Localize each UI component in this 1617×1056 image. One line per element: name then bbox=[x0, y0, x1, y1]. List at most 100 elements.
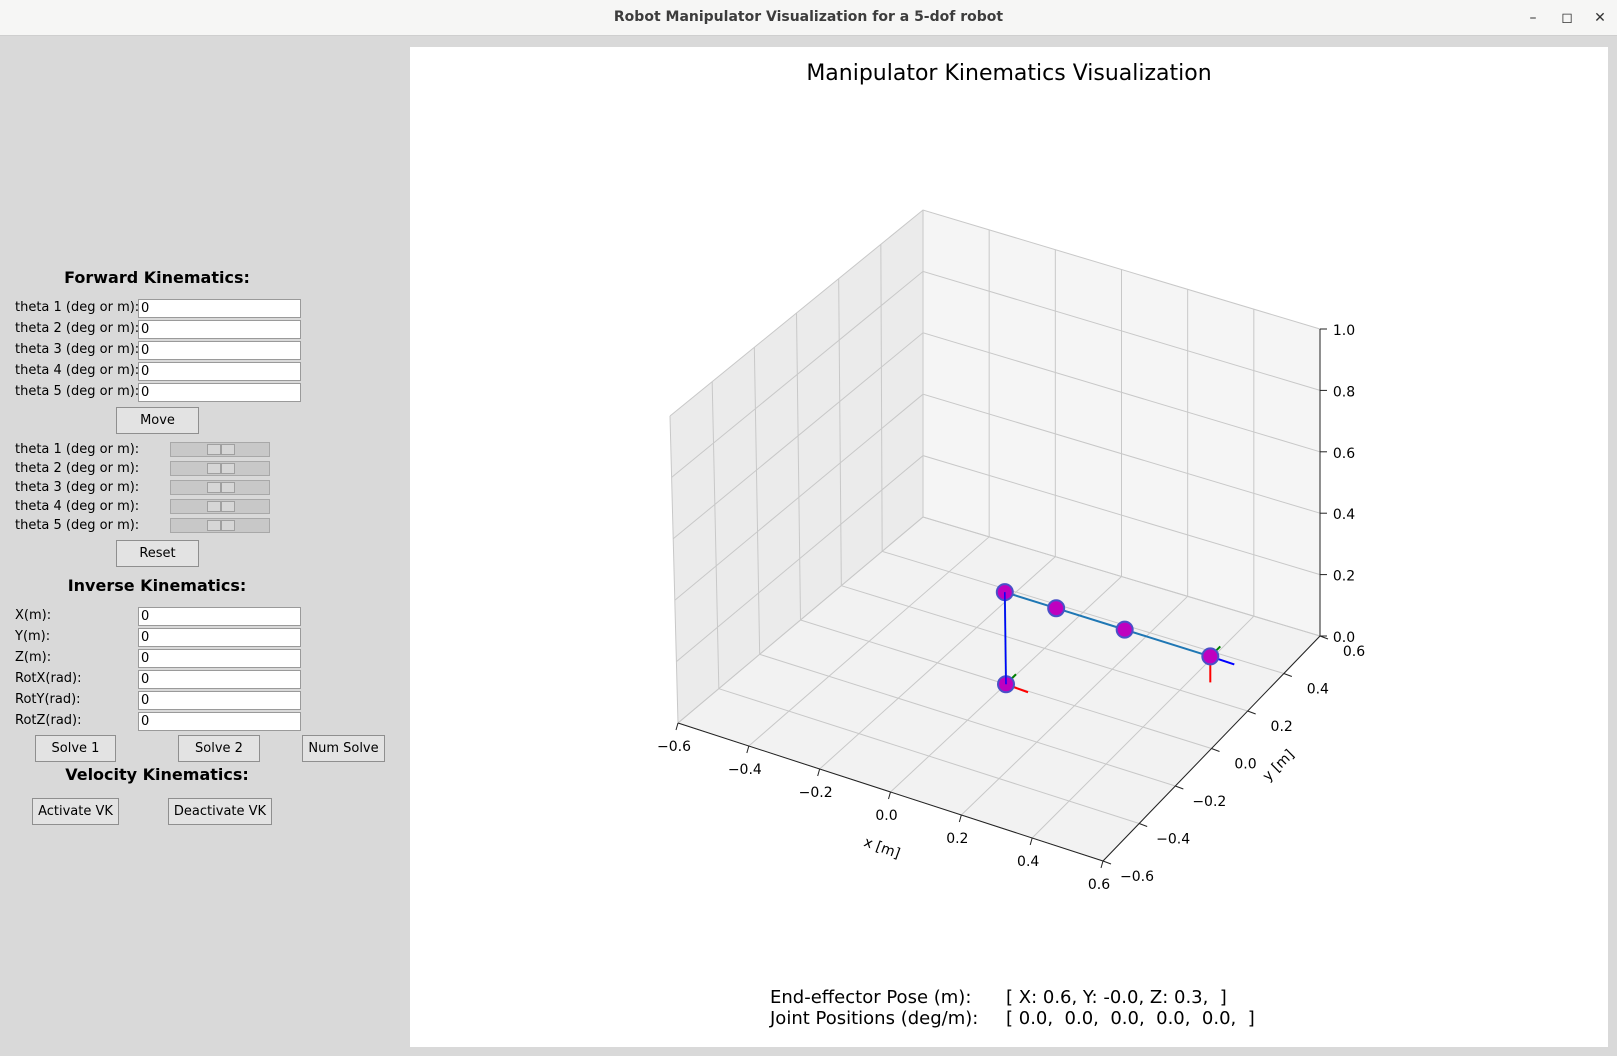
joint-positions-value: [ 0.0, 0.0, 0.0, 0.0, 0.0, ] bbox=[1006, 1008, 1255, 1029]
x-tick-label: −0.6 bbox=[657, 739, 691, 755]
solve1-button[interactable]: Solve 1 bbox=[35, 735, 116, 762]
close-icon[interactable]: ✕ bbox=[1594, 10, 1606, 26]
plot-canvas[interactable]: Manipulator Kinematics Visualization −0.… bbox=[410, 47, 1608, 1047]
slider-theta2-label: theta 2 (deg or m): bbox=[15, 461, 140, 476]
z-tick-label: 0.4 bbox=[1333, 507, 1355, 523]
x-tick bbox=[675, 722, 679, 731]
inverse-kinematics-heading: Inverse Kinematics: bbox=[67, 576, 247, 595]
activate-vk-button[interactable]: Activate VK bbox=[32, 798, 119, 825]
x-tick bbox=[958, 814, 962, 823]
plot-title: Manipulator Kinematics Visualization bbox=[806, 61, 1212, 86]
ik-rotx-label: RotX(rad): bbox=[15, 671, 82, 686]
y-tick-label: −0.4 bbox=[1156, 832, 1190, 848]
slider-thumb[interactable] bbox=[221, 520, 235, 531]
minimize-icon[interactable]: – bbox=[1529, 10, 1537, 26]
y-tick-label: 0.2 bbox=[1271, 719, 1293, 735]
fk-theta5-input[interactable] bbox=[138, 383, 301, 402]
slider-thumb[interactable] bbox=[221, 444, 235, 455]
y-tick-label: −0.2 bbox=[1192, 794, 1226, 810]
y-axis-label: y [m] bbox=[1260, 747, 1298, 785]
x-tick bbox=[1029, 837, 1033, 846]
slider-thumb[interactable] bbox=[207, 482, 221, 493]
fk-theta4-input[interactable] bbox=[138, 362, 301, 381]
slider-thumb[interactable] bbox=[207, 520, 221, 531]
y-tick bbox=[1138, 823, 1148, 827]
z-gridline bbox=[669, 209, 1321, 417]
robot-joint bbox=[1115, 620, 1134, 639]
maximize-icon[interactable]: ◻ bbox=[1561, 10, 1573, 26]
robot-joint bbox=[1047, 599, 1066, 618]
solve2-button[interactable]: Solve 2 bbox=[178, 735, 260, 762]
z-gridline bbox=[672, 332, 1321, 540]
reset-button[interactable]: Reset bbox=[116, 540, 199, 567]
z-gridline bbox=[676, 455, 1321, 662]
ik-rotx-input[interactable] bbox=[138, 670, 301, 689]
slider-thumb[interactable] bbox=[221, 501, 235, 512]
ik-roty-input[interactable] bbox=[138, 691, 301, 710]
z-tick-label: 0.0 bbox=[1333, 630, 1355, 646]
forward-kinematics-heading: Forward Kinematics: bbox=[64, 268, 250, 287]
slider-theta3[interactable] bbox=[170, 480, 270, 495]
joint-positions-label: Joint Positions (deg/m): bbox=[770, 1008, 979, 1029]
fk-theta5-label: theta 5 (deg or m): bbox=[15, 384, 140, 399]
ik-y-input[interactable] bbox=[138, 628, 301, 647]
slider-theta1[interactable] bbox=[170, 442, 270, 457]
move-button[interactable]: Move bbox=[116, 407, 199, 434]
ee-pose-label: End-effector Pose (m): bbox=[770, 987, 972, 1008]
ik-x-input[interactable] bbox=[138, 607, 301, 626]
slider-theta5[interactable] bbox=[170, 518, 270, 533]
x-tick bbox=[888, 791, 891, 800]
window-titlebar: Robot Manipulator Visualization for a 5-… bbox=[0, 0, 1617, 36]
x-tick-label: 0.0 bbox=[875, 808, 897, 824]
y-tick bbox=[1102, 860, 1112, 865]
ik-z-label: Z(m): bbox=[15, 650, 52, 665]
fk-theta3-input[interactable] bbox=[138, 341, 301, 360]
z-gridline bbox=[671, 270, 1321, 478]
deactivate-vk-button[interactable]: Deactivate VK bbox=[168, 798, 272, 825]
ik-z-input[interactable] bbox=[138, 649, 301, 668]
ik-rotz-input[interactable] bbox=[138, 712, 301, 731]
robot-link bbox=[1055, 607, 1125, 631]
fk-theta2-input[interactable] bbox=[138, 320, 301, 339]
slider-theta2[interactable] bbox=[170, 461, 270, 476]
x-tick bbox=[817, 768, 821, 777]
z-tick-label: 0.6 bbox=[1333, 446, 1355, 462]
slider-thumb[interactable] bbox=[207, 463, 221, 474]
ee-pose-value: [ X: 0.6, Y: -0.0, Z: 0.3, ] bbox=[1006, 987, 1227, 1008]
slider-thumb[interactable] bbox=[207, 444, 221, 455]
y-tick bbox=[1283, 673, 1293, 677]
ik-roty-label: RotY(rad): bbox=[15, 692, 81, 707]
slider-thumb[interactable] bbox=[221, 463, 235, 474]
x-tick bbox=[746, 745, 750, 754]
ik-y-label: Y(m): bbox=[15, 629, 51, 644]
fk-theta1-label: theta 1 (deg or m): bbox=[15, 300, 140, 315]
slider-theta5-label: theta 5 (deg or m): bbox=[15, 518, 140, 533]
left-pane bbox=[670, 210, 923, 723]
y-tick-label: −0.6 bbox=[1120, 869, 1154, 885]
fk-theta4-label: theta 4 (deg or m): bbox=[15, 363, 140, 378]
z-tick-label: 0.8 bbox=[1333, 384, 1355, 400]
y-tick-label: 0.4 bbox=[1307, 682, 1329, 698]
fk-theta2-label: theta 2 (deg or m): bbox=[15, 321, 140, 336]
x-tick bbox=[1100, 860, 1104, 869]
x-tick-label: 0.6 bbox=[1088, 877, 1110, 893]
z-gridline bbox=[677, 516, 1321, 724]
fk-theta1-input[interactable] bbox=[138, 299, 301, 318]
3d-axes[interactable]: −0.6−0.4−0.20.00.20.40.6 −0.6−0.4−0.20.00… bbox=[410, 47, 1608, 1047]
x-tick-label: 0.4 bbox=[1017, 854, 1039, 870]
y-tick-label: 0.0 bbox=[1234, 757, 1256, 773]
fk-theta3-label: theta 3 (deg or m): bbox=[15, 342, 140, 357]
y-tick bbox=[1211, 748, 1220, 752]
slider-theta4-label: theta 4 (deg or m): bbox=[15, 499, 140, 514]
y-tick bbox=[1247, 710, 1256, 715]
slider-thumb[interactable] bbox=[207, 501, 221, 512]
z-gridline bbox=[674, 393, 1321, 601]
slider-thumb[interactable] bbox=[221, 482, 235, 493]
x-tick-label: 0.2 bbox=[946, 831, 968, 847]
x-tick-label: −0.4 bbox=[728, 762, 762, 778]
slider-theta4[interactable] bbox=[170, 499, 270, 514]
z-tick-label: 0.2 bbox=[1333, 569, 1355, 585]
control-panel: Forward Kinematics: theta 1 (deg or m): … bbox=[0, 36, 410, 1056]
num-solve-button[interactable]: Num Solve bbox=[302, 735, 385, 762]
window-title: Robot Manipulator Visualization for a 5-… bbox=[613, 9, 1004, 25]
